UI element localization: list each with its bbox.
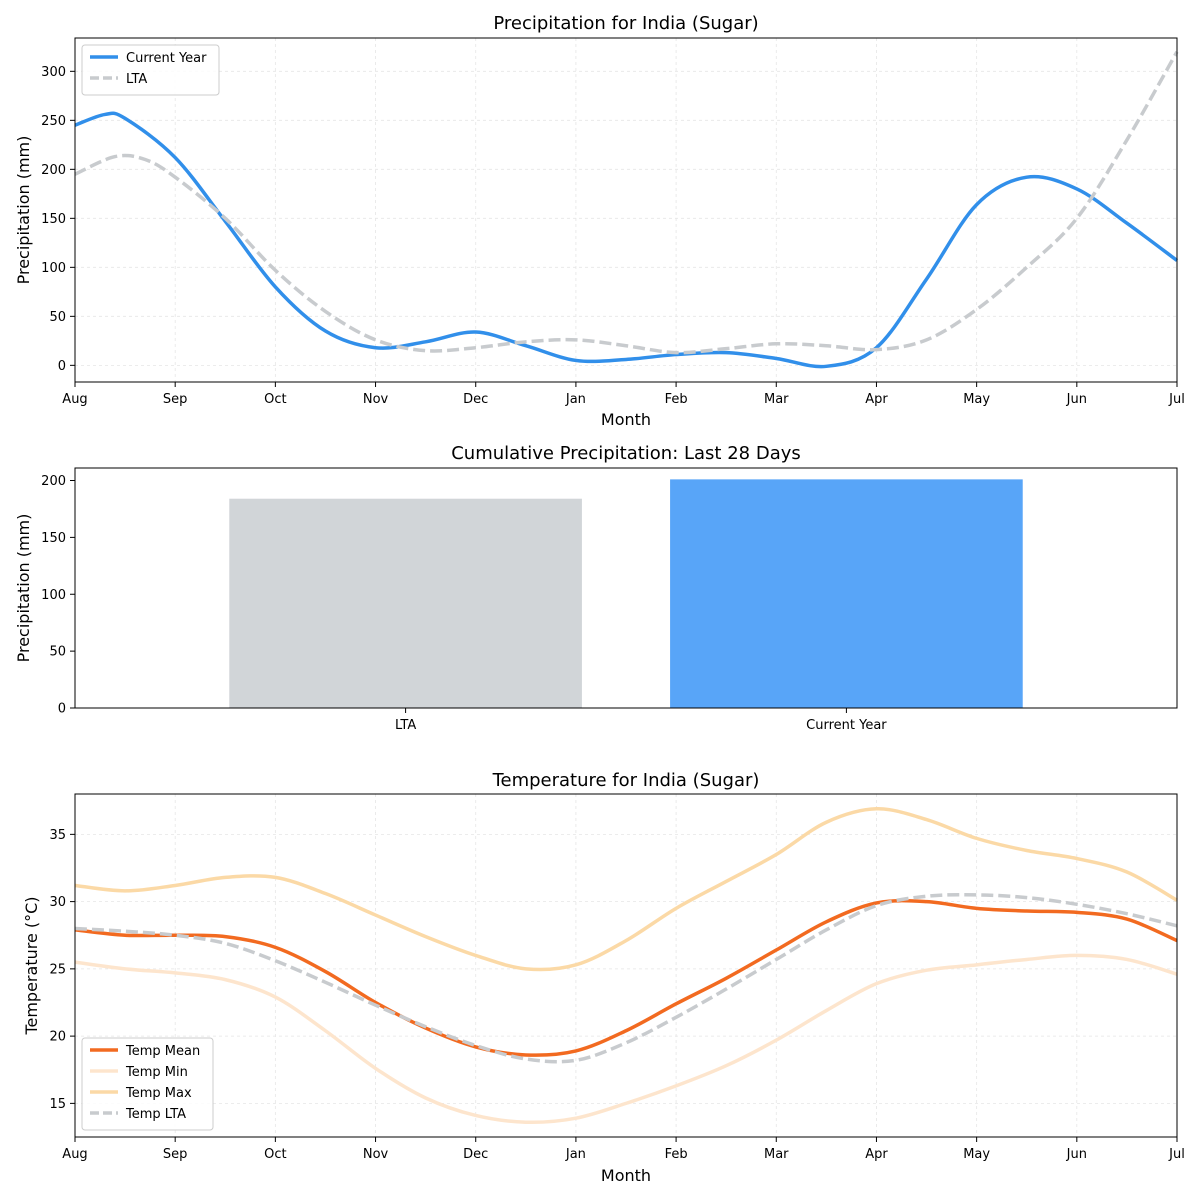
series-line-temp-max <box>74 807 1178 972</box>
x-tick-label: Jun <box>1066 392 1087 407</box>
chart-panel-2: LTA Current Year 0 50 100 150 200 Cumulative Pr… <box>14 443 1178 733</box>
series-line-temp-min <box>74 953 1178 1125</box>
x-tick-label: Dec <box>463 1147 488 1162</box>
legend-label: Temp LTA <box>125 1107 186 1122</box>
y-tick-label: 250 <box>41 114 66 129</box>
chart-panel-1: Aug Sep Oct Nov Dec Jan Feb Mar Apr May Jun Jul 0 50 1… <box>14 13 1185 429</box>
x-tick-label: Jan <box>565 392 586 407</box>
x-axis-label: Month <box>601 1166 651 1185</box>
y-axis-label: Precipitation (mm) <box>14 136 33 285</box>
x-tick-label: Aug <box>62 392 87 407</box>
x-tick-label: Sep <box>163 392 188 407</box>
x-tick-label: May <box>963 392 990 407</box>
x-tick-label: Sep <box>163 1147 188 1162</box>
y-tick-label: 200 <box>41 474 66 489</box>
x-tick-label: Dec <box>463 392 488 407</box>
chart-title: Cumulative Precipitation: Last 28 Days <box>451 443 801 464</box>
y-axis-label: Precipitation (mm) <box>14 514 33 663</box>
legend-box <box>81 1037 214 1131</box>
legend: Temp Mean Temp Min Temp Max Temp LTA <box>81 1037 214 1131</box>
x-tick-label: LTA <box>395 718 416 733</box>
x-tick-label: Apr <box>865 392 888 407</box>
y-tick-label: 150 <box>41 531 66 546</box>
bar-current-year <box>670 479 1023 708</box>
legend: Current Year LTA <box>81 44 220 96</box>
y-tick-label: 0 <box>58 359 66 374</box>
series-line-current-year <box>74 111 1179 369</box>
series-line-temp-mean <box>74 898 1178 1057</box>
legend-label: Temp Mean <box>125 1044 200 1059</box>
chart-panel-3: Aug Sep Oct Nov Dec Jan Feb Mar Apr May Jun Jul 15 20… <box>22 770 1185 1185</box>
legend-label: Current Year <box>126 51 207 66</box>
legend-label: LTA <box>126 72 147 87</box>
y-tick-label: 0 <box>58 702 66 717</box>
legend-label: Temp Max <box>125 1086 192 1101</box>
y-tick-label: 50 <box>49 310 66 325</box>
x-tick-label: Jan <box>565 1147 586 1162</box>
axes-frame <box>74 467 1178 709</box>
y-tick-label: 30 <box>49 895 66 910</box>
x-tick-label: Apr <box>865 1147 888 1162</box>
y-tick-label: 20 <box>49 1030 66 1045</box>
y-tick-label: 25 <box>49 962 66 977</box>
x-tick-label: Current Year <box>806 718 887 733</box>
x-tick-label: Jul <box>1168 1147 1185 1162</box>
y-tick-label: 300 <box>41 65 66 80</box>
x-tick-label: Oct <box>264 392 286 407</box>
bar-lta <box>229 498 582 708</box>
chart-title: Precipitation for India (Sugar) <box>493 13 758 34</box>
y-tick-label: 15 <box>49 1097 66 1112</box>
x-tick-label: Oct <box>264 1147 286 1162</box>
y-tick-label: 100 <box>41 261 66 276</box>
x-tick-label: Jul <box>1168 392 1185 407</box>
y-axis-label: Temperature (°C) <box>22 896 41 1035</box>
legend-label: Temp Min <box>125 1065 188 1080</box>
y-tick-label: 200 <box>41 163 66 178</box>
x-axis-label: Month <box>601 410 651 429</box>
y-tick-label: 100 <box>41 588 66 603</box>
axes-frame <box>74 37 1178 383</box>
y-tick-label: 35 <box>49 828 66 843</box>
x-tick-label: Mar <box>764 1147 789 1162</box>
x-tick-label: Feb <box>665 392 688 407</box>
series-line-lta <box>74 50 1179 355</box>
x-tick-label: Aug <box>62 1147 87 1162</box>
series-line-temp-lta <box>74 892 1178 1064</box>
x-tick-label: Mar <box>764 392 789 407</box>
x-tick-label: Nov <box>363 1147 389 1162</box>
x-tick-label: Nov <box>363 392 389 407</box>
y-tick-label: 150 <box>41 212 66 227</box>
x-tick-label: May <box>963 1147 990 1162</box>
x-tick-label: Jun <box>1066 1147 1087 1162</box>
chart-title: Temperature for India (Sugar) <box>492 770 760 791</box>
axes-frame <box>74 793 1178 1138</box>
x-tick-label: Feb <box>665 1147 688 1162</box>
y-tick-label: 50 <box>49 645 66 660</box>
